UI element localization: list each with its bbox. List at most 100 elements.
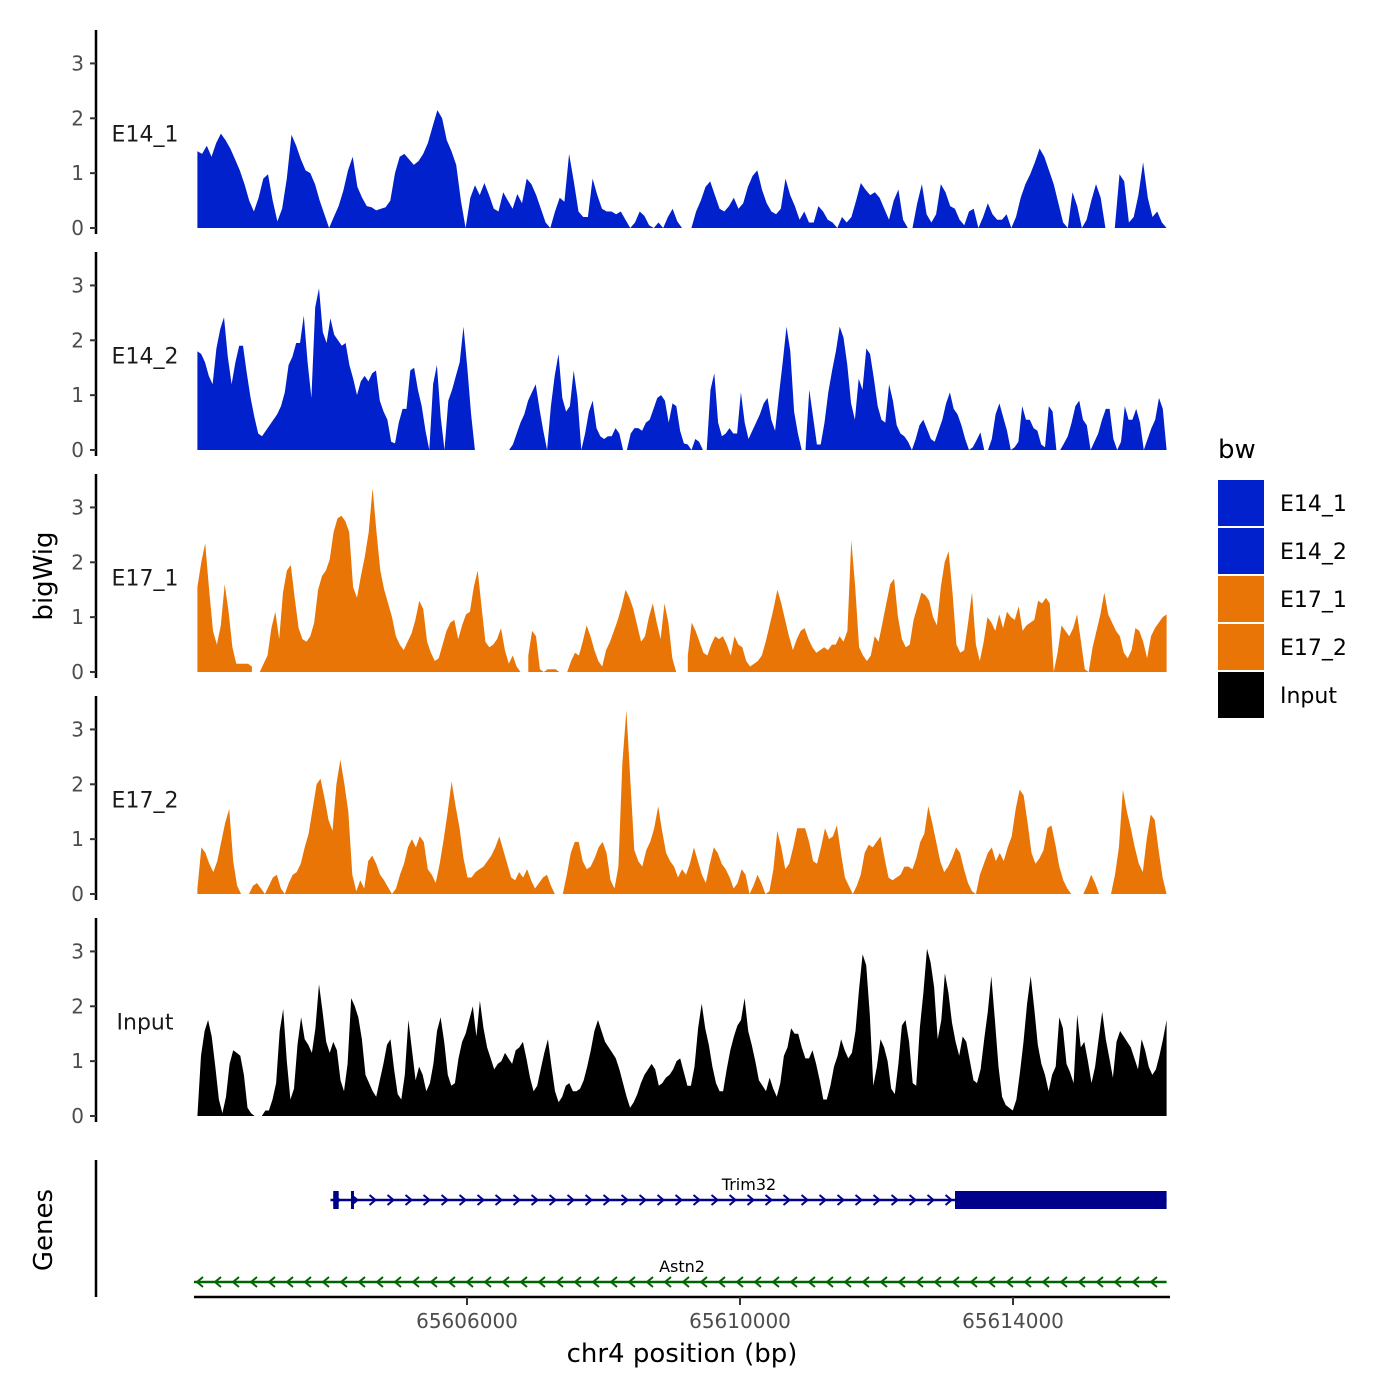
strand-arrow — [1113, 1276, 1122, 1288]
strand-arrow — [519, 1276, 528, 1288]
gene-label: Trim32 — [721, 1175, 776, 1194]
y-tick-label: 3 — [71, 717, 84, 741]
signal-area — [197, 1020, 255, 1116]
strand-arrow — [1005, 1276, 1014, 1288]
strand-arrow — [591, 1276, 600, 1288]
strand-arrow — [285, 1276, 294, 1288]
legend-swatch — [1218, 624, 1264, 670]
strand-arrow — [213, 1276, 222, 1288]
signal-tracks: 0 1 2 3 E14_1 0 1 2 3 E14_2 0 1 2 3 E17_1 0 1 2 3 E17_2 0 1 2 3… — [71, 30, 1167, 1128]
x-tick-label: 65606000 — [416, 1309, 518, 1333]
y-axis-title: bigWig — [29, 531, 59, 620]
strand-arrow — [620, 1194, 630, 1206]
signal-area — [197, 809, 242, 894]
track-E17_1: 0 1 2 3 E17_1 — [71, 474, 1167, 684]
strand-arrow — [602, 1194, 612, 1206]
strand-arrow — [836, 1194, 846, 1206]
strand-arrow — [339, 1276, 348, 1288]
strand-arrow — [1023, 1276, 1032, 1288]
track-label: E17_2 — [112, 788, 179, 813]
strand-arrow — [681, 1276, 690, 1288]
y-tick-label: 2 — [71, 328, 84, 352]
strand-arrow — [933, 1276, 942, 1288]
x-tick-label: 65610000 — [689, 1309, 791, 1333]
strand-arrow — [843, 1276, 852, 1288]
strand-arrow — [818, 1194, 828, 1206]
strand-arrow — [800, 1194, 810, 1206]
y-tick-label: 3 — [71, 495, 84, 519]
y-tick-label: 3 — [71, 51, 84, 75]
strand-arrow — [609, 1276, 618, 1288]
gene-label: Astn2 — [659, 1257, 705, 1276]
strand-arrow — [908, 1194, 918, 1206]
strand-arrow — [656, 1194, 666, 1206]
signal-area — [562, 710, 1072, 894]
signal-area — [1083, 874, 1100, 894]
strand-arrow — [321, 1276, 330, 1288]
y-tick-label: 1 — [71, 827, 84, 851]
strand-arrow — [458, 1194, 468, 1206]
strand-arrow — [764, 1194, 774, 1206]
strand-arrow — [897, 1276, 906, 1288]
genes-axis-title: Genes — [29, 1189, 59, 1271]
strand-arrow — [663, 1276, 672, 1288]
y-tick-label: 0 — [71, 882, 84, 906]
y-tick-label: 1 — [71, 383, 84, 407]
legend-swatch — [1218, 528, 1264, 574]
legend-item: E17_2 — [1218, 624, 1347, 670]
strand-arrow — [375, 1276, 384, 1288]
strand-arrow — [231, 1276, 240, 1288]
strand-arrow — [692, 1194, 702, 1206]
y-tick-label: 1 — [71, 161, 84, 185]
strand-arrow — [447, 1276, 456, 1288]
y-tick-label: 0 — [71, 1104, 84, 1128]
legend: bw E14_1 E14_2 E17_1 E17_2 Input — [1218, 435, 1347, 718]
strand-arrow — [530, 1194, 540, 1206]
signal-area — [197, 110, 1167, 228]
exon — [350, 1191, 354, 1209]
y-tick-label: 0 — [71, 438, 84, 462]
strand-arrow — [411, 1276, 420, 1288]
strand-arrow — [393, 1276, 402, 1288]
signal-area — [197, 288, 475, 450]
signal-area — [1111, 789, 1167, 894]
y-tick-label: 2 — [71, 106, 84, 130]
signal-area — [509, 326, 1167, 450]
strand-arrow — [926, 1194, 936, 1206]
signal-area — [687, 540, 1167, 672]
track-label: E14_1 — [112, 122, 179, 147]
strand-arrow — [627, 1276, 636, 1288]
track-E14_2: 0 1 2 3 E14_2 — [71, 252, 1167, 462]
strand-arrow — [1059, 1276, 1068, 1288]
strand-arrow — [429, 1276, 438, 1288]
strand-arrow — [782, 1194, 792, 1206]
strand-arrow — [1041, 1276, 1050, 1288]
strand-arrow — [735, 1276, 744, 1288]
legend-item: Input — [1218, 672, 1337, 718]
strand-arrow — [969, 1276, 978, 1288]
strand-arrow — [753, 1276, 762, 1288]
gene-track: Genes Trim32 Astn2 — [29, 1160, 1167, 1297]
signal-area — [197, 543, 252, 672]
strand-arrow — [494, 1194, 504, 1206]
y-tick-label: 0 — [71, 216, 84, 240]
strand-arrow — [854, 1194, 864, 1206]
strand-arrow — [1095, 1276, 1104, 1288]
strand-arrow — [728, 1194, 738, 1206]
strand-arrow — [987, 1276, 996, 1288]
strand-arrow — [789, 1276, 798, 1288]
legend-label: E17_1 — [1280, 588, 1347, 613]
y-tick-label: 2 — [71, 994, 84, 1018]
signal-area — [259, 488, 521, 672]
y-tick-label: 2 — [71, 772, 84, 796]
legend-item: E14_1 — [1218, 480, 1347, 526]
track-label: E14_2 — [112, 344, 179, 369]
strand-arrow — [699, 1276, 708, 1288]
track-E14_1: 0 1 2 3 E14_1 — [71, 30, 1167, 240]
strand-arrow — [303, 1276, 312, 1288]
strand-arrow — [476, 1194, 486, 1206]
strand-arrow — [465, 1276, 474, 1288]
exon — [955, 1191, 1167, 1209]
strand-arrow — [861, 1276, 870, 1288]
